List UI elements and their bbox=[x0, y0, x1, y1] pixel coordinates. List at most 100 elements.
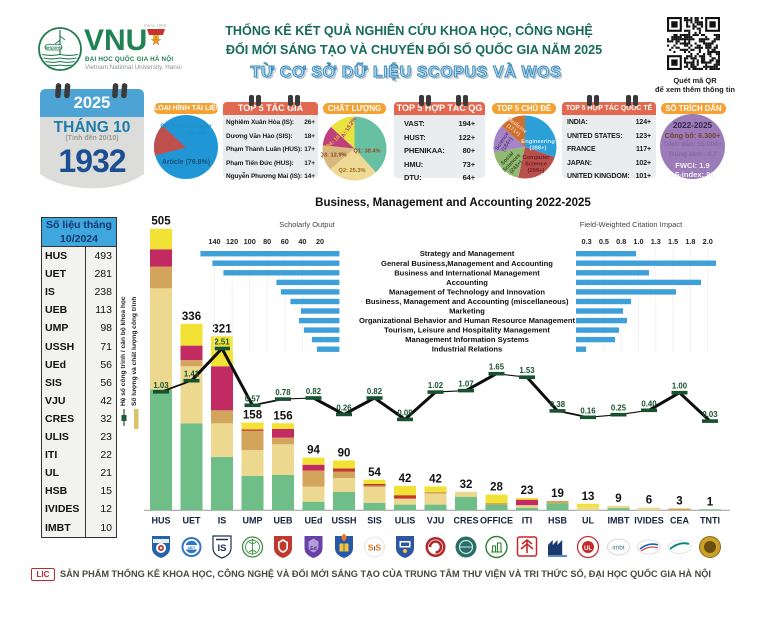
svg-text:VJU: VJU bbox=[427, 515, 445, 525]
svg-text:2.0: 2.0 bbox=[703, 237, 713, 246]
svg-text:0.82: 0.82 bbox=[306, 387, 322, 396]
svg-text:Q3: 12.9%: Q3: 12.9% bbox=[321, 153, 347, 159]
svg-text:Tourism, Leisure and Hospitali: Tourism, Leisure and Hospitality Managem… bbox=[384, 326, 550, 335]
svg-text:HUS: HUS bbox=[151, 515, 170, 525]
svg-text:General Business,Management an: General Business,Management and Accounti… bbox=[381, 259, 553, 268]
svg-text:Field-Weighted Citation Impact: Field-Weighted Citation Impact bbox=[580, 220, 683, 229]
svg-text:ULIS: ULIS bbox=[395, 515, 416, 525]
svg-text:40: 40 bbox=[298, 237, 306, 246]
svg-text:1.65: 1.65 bbox=[489, 363, 505, 372]
svg-text:1.41: 1.41 bbox=[184, 370, 200, 379]
svg-text:Engineering: Engineering bbox=[521, 139, 555, 145]
svg-text:0.38: 0.38 bbox=[550, 400, 566, 409]
svg-text:1.07: 1.07 bbox=[458, 380, 473, 389]
svg-text:156: 156 bbox=[273, 410, 292, 422]
svg-text:UET: UET bbox=[183, 515, 202, 525]
svg-text:13: 13 bbox=[582, 491, 595, 503]
svg-text:1.02: 1.02 bbox=[428, 381, 444, 390]
svg-text:TNTI: TNTI bbox=[700, 515, 720, 525]
svg-text:UEB: UEB bbox=[273, 515, 293, 525]
svg-text:IS: IS bbox=[218, 543, 227, 554]
svg-text:Q2: 25.3%: Q2: 25.3% bbox=[338, 168, 365, 174]
svg-text:0.03: 0.03 bbox=[702, 410, 718, 419]
svg-text:OFFICE: OFFICE bbox=[480, 515, 513, 525]
svg-text:0.78: 0.78 bbox=[275, 388, 291, 397]
svg-text:USSH: USSH bbox=[331, 515, 356, 525]
svg-text:SiS: SiS bbox=[368, 543, 381, 553]
svg-text:0.09: 0.09 bbox=[397, 408, 413, 417]
svg-text:0.40: 0.40 bbox=[641, 399, 657, 408]
svg-text:505: 505 bbox=[151, 216, 171, 228]
svg-text:1.00: 1.00 bbox=[672, 382, 688, 391]
svg-text:1.0: 1.0 bbox=[633, 237, 643, 246]
svg-text:UET: UET bbox=[188, 546, 196, 550]
svg-text:80: 80 bbox=[263, 237, 271, 246]
svg-text:Organizational Behavior and Hu: Organizational Behavior and Human Resour… bbox=[359, 316, 576, 325]
svg-text:1.03: 1.03 bbox=[153, 381, 169, 390]
svg-text:54: 54 bbox=[368, 467, 381, 479]
svg-text:CRES: CRES bbox=[453, 515, 478, 525]
svg-text:60: 60 bbox=[281, 237, 289, 246]
svg-text:(388+): (388+) bbox=[530, 146, 547, 152]
svg-text:Conference Paper: Conference Paper bbox=[160, 124, 212, 130]
svg-text:120: 120 bbox=[226, 237, 238, 246]
svg-text:6: 6 bbox=[646, 495, 652, 507]
svg-text:ITI: ITI bbox=[522, 515, 533, 525]
svg-text:0.57: 0.57 bbox=[245, 394, 260, 403]
svg-text:UL: UL bbox=[584, 546, 592, 552]
svg-text:Computer: Computer bbox=[522, 155, 550, 161]
svg-text:Management of Technology and I: Management of Technology and Innovation bbox=[389, 287, 545, 296]
svg-text:0.3: 0.3 bbox=[582, 237, 592, 246]
svg-text:HSB: HSB bbox=[548, 515, 568, 525]
svg-text:Management Information Systems: Management Information Systems bbox=[405, 335, 529, 344]
svg-text:3: 3 bbox=[676, 496, 682, 508]
svg-text:0.8: 0.8 bbox=[616, 237, 626, 246]
svg-text:0.5: 0.5 bbox=[599, 237, 609, 246]
svg-text:321: 321 bbox=[212, 323, 232, 335]
svg-text:IS: IS bbox=[218, 515, 227, 525]
svg-text:1.3: 1.3 bbox=[651, 237, 661, 246]
svg-text:100: 100 bbox=[244, 237, 256, 246]
svg-text:94: 94 bbox=[307, 445, 320, 457]
svg-text:28: 28 bbox=[490, 482, 503, 494]
svg-text:140: 140 bbox=[208, 237, 220, 246]
svg-text:UL: UL bbox=[582, 515, 594, 525]
svg-text:imbt: imbt bbox=[612, 545, 624, 552]
svg-text:0.16: 0.16 bbox=[580, 406, 596, 415]
svg-text:Business, Management and Accou: Business, Management and Accounting (mis… bbox=[365, 297, 569, 306]
svg-text:IVIDES: IVIDES bbox=[634, 515, 664, 525]
svg-text:158: 158 bbox=[243, 410, 263, 422]
svg-text:Q1: 38.4%: Q1: 38.4% bbox=[353, 149, 380, 155]
svg-text:Business and International Man: Business and International Management bbox=[394, 268, 540, 277]
svg-text:2.51: 2.51 bbox=[214, 338, 230, 347]
svg-text:IMBT: IMBT bbox=[608, 515, 630, 525]
svg-text:Science: Science bbox=[525, 162, 548, 168]
svg-text:19: 19 bbox=[551, 488, 564, 500]
svg-text:Business, Management and Accou: Business, Management and Accounting 2022… bbox=[315, 197, 591, 209]
svg-text:UMP: UMP bbox=[243, 515, 263, 525]
svg-text:20: 20 bbox=[316, 237, 324, 246]
svg-text:UEd: UEd bbox=[305, 515, 323, 525]
svg-text:1.5: 1.5 bbox=[668, 237, 678, 246]
svg-text:(15.4%): (15.4%) bbox=[185, 131, 206, 137]
svg-text:336: 336 bbox=[182, 311, 201, 323]
svg-text:0.82: 0.82 bbox=[367, 387, 383, 396]
svg-text:1.53: 1.53 bbox=[519, 366, 535, 375]
svg-text:SIS: SIS bbox=[367, 515, 382, 525]
svg-text:0.25: 0.25 bbox=[611, 404, 627, 413]
svg-text:32: 32 bbox=[460, 479, 473, 491]
svg-text:90: 90 bbox=[338, 447, 351, 459]
svg-text:CEA: CEA bbox=[670, 515, 690, 525]
svg-text:ĐHQGHN: ĐHQGHN bbox=[46, 46, 62, 50]
svg-text:23: 23 bbox=[521, 485, 534, 497]
svg-text:1.8: 1.8 bbox=[685, 237, 695, 246]
svg-text:42: 42 bbox=[399, 473, 412, 485]
svg-text:Ed: Ed bbox=[310, 546, 316, 552]
svg-text:Strategy and Management: Strategy and Management bbox=[420, 249, 515, 258]
svg-text:0.26: 0.26 bbox=[336, 403, 352, 412]
svg-text:Article (76.8%): Article (76.8%) bbox=[162, 159, 210, 166]
svg-text:42: 42 bbox=[429, 473, 442, 485]
svg-text:Industrial Relations: Industrial Relations bbox=[432, 345, 502, 354]
svg-text:1: 1 bbox=[707, 496, 714, 508]
svg-text:Accounting: Accounting bbox=[446, 278, 488, 287]
